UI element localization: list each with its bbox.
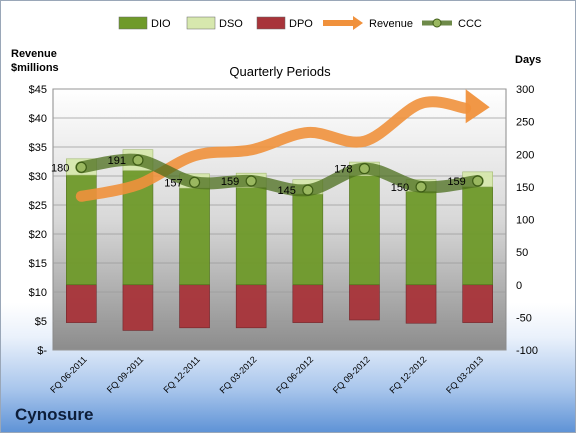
ccc-data-label: 159 bbox=[221, 176, 239, 188]
dio-bar bbox=[405, 191, 437, 286]
ccc-point bbox=[472, 175, 484, 187]
ccc-line bbox=[75, 153, 484, 197]
right-tick-label: 250 bbox=[516, 117, 534, 129]
plot-background bbox=[52, 88, 507, 351]
legend-label: DSO bbox=[219, 18, 243, 30]
right-tick-label: 150 bbox=[516, 182, 534, 194]
x-tick-label: FQ 06-2012 bbox=[274, 354, 315, 395]
x-tick-label: FQ 12-2012 bbox=[387, 354, 428, 395]
right-tick-label: 200 bbox=[516, 149, 534, 161]
dpo-bar bbox=[292, 284, 324, 323]
ccc-data-label: 178 bbox=[334, 164, 352, 176]
dpo-bar bbox=[235, 284, 267, 329]
dio-bar bbox=[462, 186, 493, 286]
legend-label: CCC bbox=[458, 18, 482, 30]
dio-bar bbox=[235, 187, 267, 286]
y-left-label-line2: $millions bbox=[11, 62, 59, 74]
dpo-bar bbox=[179, 284, 210, 329]
ccc-data-label: 180 bbox=[51, 162, 69, 174]
chart-title: Quarterly Periods bbox=[229, 64, 331, 79]
left-tick-label: $- bbox=[37, 345, 47, 357]
dpo-bar bbox=[462, 284, 493, 323]
revenue-line bbox=[75, 96, 472, 202]
ccc-point bbox=[415, 181, 427, 193]
ccc-data-label: 191 bbox=[108, 155, 126, 167]
left-tick-label: $40 bbox=[29, 113, 47, 125]
ccc-point bbox=[132, 154, 144, 166]
ccc-data-label: 157 bbox=[164, 177, 182, 189]
left-tick-label: $10 bbox=[29, 287, 47, 299]
ccc-point bbox=[245, 175, 257, 187]
x-tick-label: FQ 03-2013 bbox=[444, 354, 485, 395]
legend-swatch-dio bbox=[118, 16, 148, 30]
ccc-point bbox=[75, 161, 87, 173]
dio-bar bbox=[292, 193, 324, 286]
ccc-data-label: 145 bbox=[277, 185, 295, 197]
revenue-arrowhead bbox=[465, 89, 490, 124]
right-tick-label: 300 bbox=[516, 84, 534, 96]
legend-marker bbox=[432, 18, 442, 28]
plot-area: 180 191 157 159 145 178 150 159 bbox=[51, 88, 507, 351]
dio-bar bbox=[179, 187, 210, 286]
company-name: Cynosure bbox=[15, 405, 94, 424]
ccc-point bbox=[302, 184, 314, 196]
ccc-data-label: 159 bbox=[447, 176, 465, 188]
x-tick-label: FQ 09-2012 bbox=[331, 354, 372, 395]
left-tick-label: $25 bbox=[29, 200, 47, 212]
y-right-label: Days bbox=[515, 54, 541, 66]
legend-label: Revenue bbox=[369, 18, 413, 30]
right-tick-label: 50 bbox=[516, 247, 528, 259]
y-left-label-line1: Revenue bbox=[11, 48, 57, 60]
ccc-point bbox=[188, 176, 201, 188]
legend-swatch-dpo bbox=[256, 16, 286, 30]
left-tick-label: $20 bbox=[29, 229, 47, 241]
x-tick-label: FQ 06-2011 bbox=[48, 354, 89, 395]
right-tick-label: -100 bbox=[516, 345, 538, 357]
dpo-bar bbox=[349, 284, 380, 321]
legend-label: DPO bbox=[289, 18, 313, 30]
left-tick-label: $35 bbox=[29, 142, 47, 154]
x-tick-label: FQ 03-2012 bbox=[218, 354, 259, 395]
left-tick-label: $5 bbox=[35, 316, 47, 328]
legend-label: DIO bbox=[151, 18, 171, 30]
legend-arrowhead bbox=[353, 16, 363, 30]
right-tick-label: 100 bbox=[516, 215, 534, 227]
dpo-bar bbox=[66, 284, 97, 323]
right-tick-label: -50 bbox=[516, 312, 532, 324]
x-tick-label: FQ 09-2011 bbox=[105, 354, 146, 395]
ccc-point bbox=[358, 163, 371, 175]
legend-swatch-dso bbox=[186, 16, 216, 30]
dpo-bar bbox=[122, 284, 154, 331]
ccc-data-label: 150 bbox=[391, 182, 409, 194]
left-tick-label: $15 bbox=[29, 258, 47, 270]
dio-bar bbox=[349, 175, 380, 286]
left-tick-label: $45 bbox=[29, 84, 47, 96]
x-tick-label: FQ 12-2011 bbox=[161, 354, 202, 395]
dpo-bar bbox=[405, 284, 437, 324]
right-tick-label: 0 bbox=[516, 280, 522, 292]
legend: DIO DSO DPO Revenue CCC bbox=[118, 16, 482, 30]
left-tick-label: $30 bbox=[29, 171, 47, 183]
